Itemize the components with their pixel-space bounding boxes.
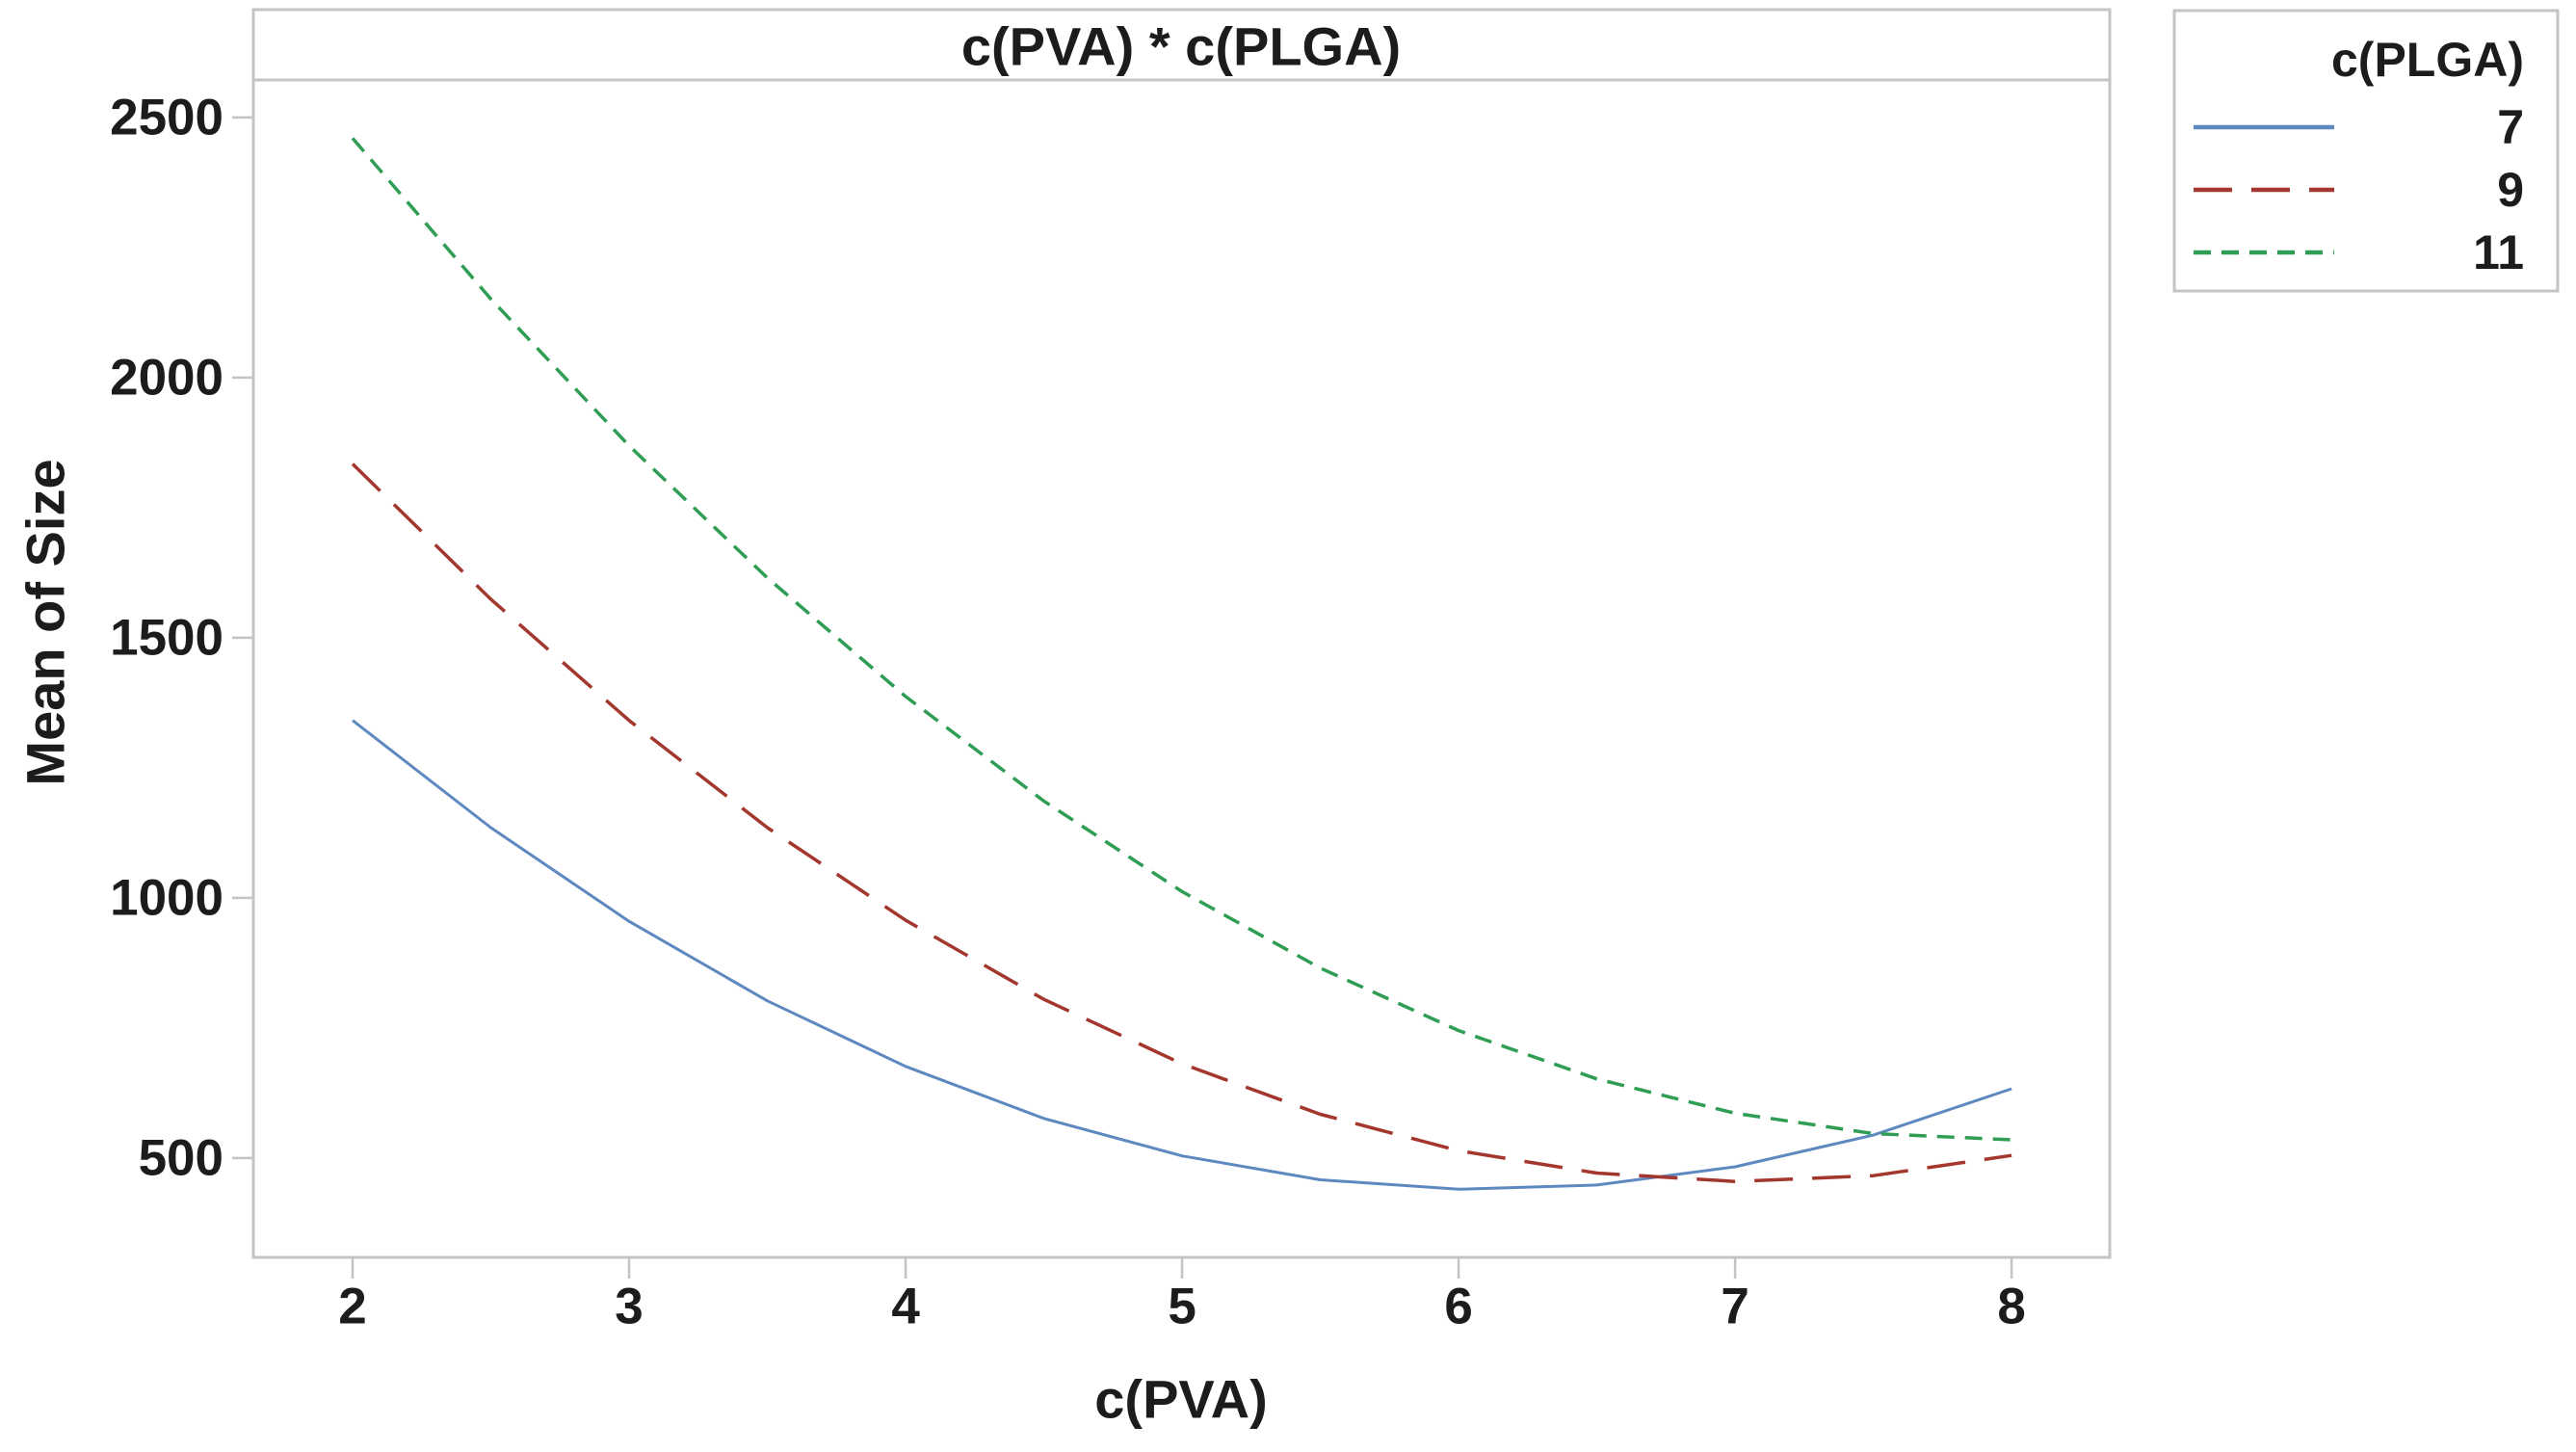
x-tick-label: 3 <box>615 1279 643 1335</box>
series-curves <box>351 137 2012 1191</box>
y-axis-ticks: 2500 2000 1500 1000 500 <box>110 89 253 1186</box>
y-tick-label: 500 <box>139 1129 223 1186</box>
legend-label-7: 7 <box>2497 100 2524 154</box>
x-tick-label: 5 <box>1168 1279 1196 1335</box>
series-line-7 <box>352 719 2012 1191</box>
legend: c(PLGA) 7 9 11 <box>2172 9 2560 293</box>
y-tick-label: 1000 <box>110 869 223 926</box>
legend-frame <box>2172 9 2560 293</box>
series-line-9 <box>351 462 2012 1183</box>
x-tick-label: 8 <box>1997 1279 2025 1335</box>
x-axis-ticks: 2 3 4 5 6 7 8 <box>338 1257 2026 1335</box>
y-axis-title: Mean of Size <box>15 459 76 785</box>
legend-title: c(PLGA) <box>2331 33 2524 87</box>
plot-frame <box>251 8 2112 1259</box>
y-tick-label: 2000 <box>110 349 223 406</box>
x-axis-title: c(PVA) <box>1094 1369 1267 1430</box>
x-tick-label: 4 <box>891 1279 920 1335</box>
x-tick-label: 7 <box>1721 1279 1748 1335</box>
y-tick-label: 2500 <box>110 89 223 145</box>
x-tick-label: 2 <box>338 1279 366 1335</box>
panel-title: c(PVA) * c(PLGA) <box>961 16 1401 77</box>
x-tick-label: 6 <box>1444 1279 1472 1335</box>
legend-entries: 7 9 11 <box>2194 100 2524 279</box>
legend-label-9: 9 <box>2497 163 2524 217</box>
series-line-11 <box>351 137 2012 1142</box>
legend-label-11: 11 <box>2473 225 2524 279</box>
y-tick-label: 1500 <box>110 609 223 666</box>
